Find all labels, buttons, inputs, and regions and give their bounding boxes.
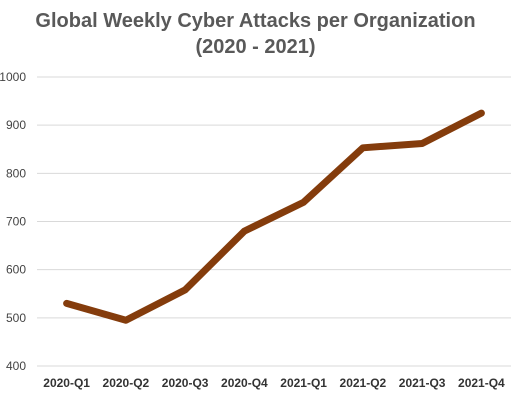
series-group: [63, 109, 485, 324]
y-tick-label: 600: [6, 263, 26, 277]
x-tick-label: 2020-Q3: [162, 376, 209, 390]
x-tick-label: 2020-Q1: [43, 376, 90, 390]
x-tick-label: 2021-Q3: [399, 376, 446, 390]
gridlines: [37, 76, 511, 367]
x-tick-label: 2021-Q2: [340, 376, 387, 390]
y-tick-label: 900: [6, 118, 26, 132]
chart-title-line2: (2020 - 2021): [195, 36, 316, 58]
y-axis-ticks: 400 500 600 700 800 900 1000: [0, 70, 26, 373]
x-tick-label: 2020-Q2: [103, 376, 150, 390]
x-tick-label: 2020-Q4: [221, 376, 268, 390]
series-line: [63, 109, 485, 324]
y-tick-label: 500: [6, 311, 26, 325]
chart-title: Global Weekly Cyber Attacks per Organiza…: [0, 8, 511, 60]
chart-title-line1: Global Weekly Cyber Attacks per Organiza…: [35, 10, 476, 32]
y-tick-label: 800: [6, 166, 26, 180]
y-tick-label: 700: [6, 215, 26, 229]
y-tick-label: 1000: [0, 70, 26, 84]
x-tick-label: 2021-Q1: [280, 376, 327, 390]
x-axis-ticks: 2020-Q1 2020-Q2 2020-Q3 2020-Q4 2021-Q1 2021-…: [43, 376, 505, 390]
y-tick-label: 400: [6, 359, 26, 373]
x-tick-label: 2021-Q4: [458, 376, 505, 390]
